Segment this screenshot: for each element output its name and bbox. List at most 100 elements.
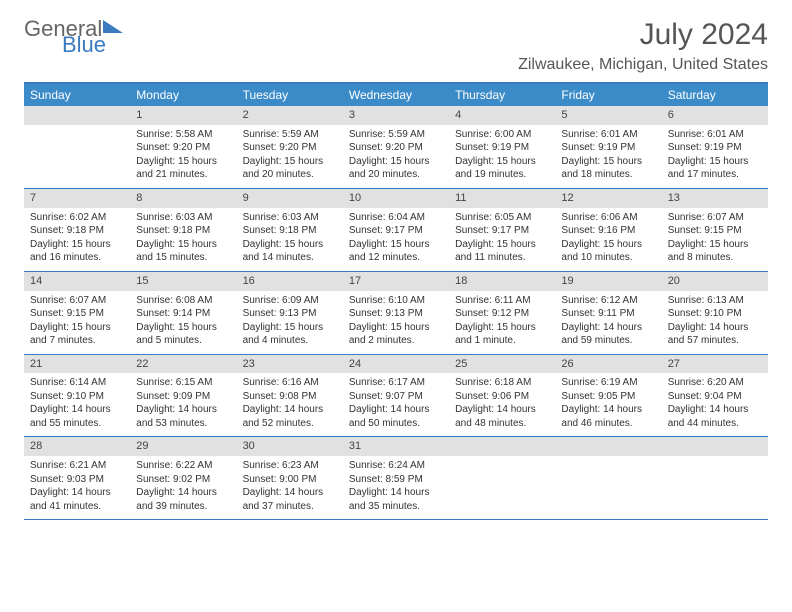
daylight-line: Daylight: 14 hours and 41 minutes. [30, 486, 124, 513]
dow-sunday: Sunday [24, 84, 130, 106]
calendar-cell: 6Sunrise: 6:01 AMSunset: 9:19 PMDaylight… [662, 106, 768, 188]
day-number: 22 [130, 355, 236, 374]
calendar-cell: 7Sunrise: 6:02 AMSunset: 9:18 PMDaylight… [24, 189, 130, 271]
day-number: 21 [24, 355, 130, 374]
logo: GeneralBlue [24, 18, 123, 56]
cell-body: Sunrise: 6:09 AMSunset: 9:13 PMDaylight:… [237, 291, 343, 354]
daylight-line: Daylight: 14 hours and 46 minutes. [561, 403, 655, 430]
calendar-cell: 1Sunrise: 5:58 AMSunset: 9:20 PMDaylight… [130, 106, 236, 188]
cell-body: Sunrise: 6:17 AMSunset: 9:07 PMDaylight:… [343, 373, 449, 436]
daylight-line: Daylight: 14 hours and 59 minutes. [561, 321, 655, 348]
calendar-cell [24, 106, 130, 188]
cell-body [24, 125, 130, 134]
week-row: 1Sunrise: 5:58 AMSunset: 9:20 PMDaylight… [24, 106, 768, 189]
daylight-line: Daylight: 15 hours and 4 minutes. [243, 321, 337, 348]
day-number: 5 [555, 106, 661, 125]
calendar-cell: 15Sunrise: 6:08 AMSunset: 9:14 PMDayligh… [130, 272, 236, 354]
dow-tuesday: Tuesday [237, 84, 343, 106]
day-number: 3 [343, 106, 449, 125]
cell-body: Sunrise: 6:03 AMSunset: 9:18 PMDaylight:… [130, 208, 236, 271]
calendar-cell: 16Sunrise: 6:09 AMSunset: 9:13 PMDayligh… [237, 272, 343, 354]
cell-body: Sunrise: 6:00 AMSunset: 9:19 PMDaylight:… [449, 125, 555, 188]
calendar: SundayMondayTuesdayWednesdayThursdayFrid… [24, 82, 768, 520]
day-number: 27 [662, 355, 768, 374]
calendar-cell: 25Sunrise: 6:18 AMSunset: 9:06 PMDayligh… [449, 355, 555, 437]
sunset-line: Sunset: 9:09 PM [136, 390, 230, 404]
sunset-line: Sunset: 9:10 PM [30, 390, 124, 404]
calendar-cell: 23Sunrise: 6:16 AMSunset: 9:08 PMDayligh… [237, 355, 343, 437]
sunset-line: Sunset: 9:12 PM [455, 307, 549, 321]
sunset-line: Sunset: 9:14 PM [136, 307, 230, 321]
daylight-line: Daylight: 14 hours and 52 minutes. [243, 403, 337, 430]
sunrise-line: Sunrise: 6:19 AM [561, 376, 655, 390]
sunrise-line: Sunrise: 6:02 AM [30, 211, 124, 225]
day-number: 23 [237, 355, 343, 374]
day-number: 11 [449, 189, 555, 208]
cell-body: Sunrise: 6:19 AMSunset: 9:05 PMDaylight:… [555, 373, 661, 436]
sunset-line: Sunset: 9:00 PM [243, 473, 337, 487]
cell-body [662, 456, 768, 465]
calendar-cell: 29Sunrise: 6:22 AMSunset: 9:02 PMDayligh… [130, 437, 236, 519]
day-of-week-header: SundayMondayTuesdayWednesdayThursdayFrid… [24, 84, 768, 106]
calendar-cell: 18Sunrise: 6:11 AMSunset: 9:12 PMDayligh… [449, 272, 555, 354]
cell-body: Sunrise: 6:07 AMSunset: 9:15 PMDaylight:… [662, 208, 768, 271]
location: Zilwaukee, Michigan, United States [518, 56, 768, 74]
cell-body: Sunrise: 6:16 AMSunset: 9:08 PMDaylight:… [237, 373, 343, 436]
calendar-cell: 5Sunrise: 6:01 AMSunset: 9:19 PMDaylight… [555, 106, 661, 188]
daylight-line: Daylight: 15 hours and 7 minutes. [30, 321, 124, 348]
sunrise-line: Sunrise: 6:04 AM [349, 211, 443, 225]
sunrise-line: Sunrise: 6:16 AM [243, 376, 337, 390]
cell-body: Sunrise: 6:13 AMSunset: 9:10 PMDaylight:… [662, 291, 768, 354]
daylight-line: Daylight: 15 hours and 20 minutes. [243, 155, 337, 182]
day-number: 30 [237, 437, 343, 456]
daylight-line: Daylight: 15 hours and 19 minutes. [455, 155, 549, 182]
calendar-cell: 8Sunrise: 6:03 AMSunset: 9:18 PMDaylight… [130, 189, 236, 271]
day-number [662, 437, 768, 456]
sunrise-line: Sunrise: 6:24 AM [349, 459, 443, 473]
calendar-cell: 31Sunrise: 6:24 AMSunset: 8:59 PMDayligh… [343, 437, 449, 519]
sunset-line: Sunset: 9:15 PM [668, 224, 762, 238]
cell-body: Sunrise: 6:01 AMSunset: 9:19 PMDaylight:… [555, 125, 661, 188]
day-number: 25 [449, 355, 555, 374]
calendar-cell: 4Sunrise: 6:00 AMSunset: 9:19 PMDaylight… [449, 106, 555, 188]
cell-body: Sunrise: 6:23 AMSunset: 9:00 PMDaylight:… [237, 456, 343, 519]
dow-wednesday: Wednesday [343, 84, 449, 106]
daylight-line: Daylight: 14 hours and 35 minutes. [349, 486, 443, 513]
sunset-line: Sunset: 8:59 PM [349, 473, 443, 487]
daylight-line: Daylight: 15 hours and 14 minutes. [243, 238, 337, 265]
sunrise-line: Sunrise: 6:09 AM [243, 294, 337, 308]
day-number: 2 [237, 106, 343, 125]
sunrise-line: Sunrise: 6:03 AM [136, 211, 230, 225]
daylight-line: Daylight: 14 hours and 37 minutes. [243, 486, 337, 513]
sunrise-line: Sunrise: 6:13 AM [668, 294, 762, 308]
day-number: 13 [662, 189, 768, 208]
daylight-line: Daylight: 14 hours and 48 minutes. [455, 403, 549, 430]
week-row: 14Sunrise: 6:07 AMSunset: 9:15 PMDayligh… [24, 272, 768, 355]
calendar-cell: 22 Sunrise: 6:15 AMSunset: 9:09 PMDayligh… [130, 355, 236, 437]
sunset-line: Sunset: 9:13 PM [243, 307, 337, 321]
calendar-cell: 14Sunrise: 6:07 AMSunset: 9:15 PMDayligh… [24, 272, 130, 354]
calendar-cell [449, 437, 555, 519]
calendar-cell: 26Sunrise: 6:19 AMSunset: 9:05 PMDayligh… [555, 355, 661, 437]
sunset-line: Sunset: 9:03 PM [30, 473, 124, 487]
cell-body: Sunrise: 6:14 AMSunset: 9:10 PMDaylight:… [24, 373, 130, 436]
daylight-line: Daylight: 15 hours and 1 minute. [455, 321, 549, 348]
cell-body: Sunrise: 6:07 AMSunset: 9:15 PMDaylight:… [24, 291, 130, 354]
day-number: 1 [130, 106, 236, 125]
daylight-line: Daylight: 15 hours and 11 minutes. [455, 238, 549, 265]
calendar-cell: 11Sunrise: 6:05 AMSunset: 9:17 PMDayligh… [449, 189, 555, 271]
daylight-line: Daylight: 15 hours and 15 minutes. [136, 238, 230, 265]
sunset-line: Sunset: 9:11 PM [561, 307, 655, 321]
sunset-line: Sunset: 9:19 PM [455, 141, 549, 155]
sunrise-line: Sunrise: 5:58 AM [136, 128, 230, 142]
calendar-cell: 21Sunrise: 6:14 AMSunset: 9:10 PMDayligh… [24, 355, 130, 437]
dow-thursday: Thursday [449, 84, 555, 106]
calendar-cell: 19Sunrise: 6:12 AMSunset: 9:11 PMDayligh… [555, 272, 661, 354]
cell-body: Sunrise: 6:01 AMSunset: 9:19 PMDaylight:… [662, 125, 768, 188]
daylight-line: Daylight: 14 hours and 50 minutes. [349, 403, 443, 430]
sunrise-line: Sunrise: 6:12 AM [561, 294, 655, 308]
sunrise-line: Sunrise: 6:15 AM [136, 376, 230, 390]
calendar-cell: 28Sunrise: 6:21 AMSunset: 9:03 PMDayligh… [24, 437, 130, 519]
cell-body: Sunrise: 6:02 AMSunset: 9:18 PMDaylight:… [24, 208, 130, 271]
daylight-line: Daylight: 14 hours and 53 minutes. [136, 403, 230, 430]
